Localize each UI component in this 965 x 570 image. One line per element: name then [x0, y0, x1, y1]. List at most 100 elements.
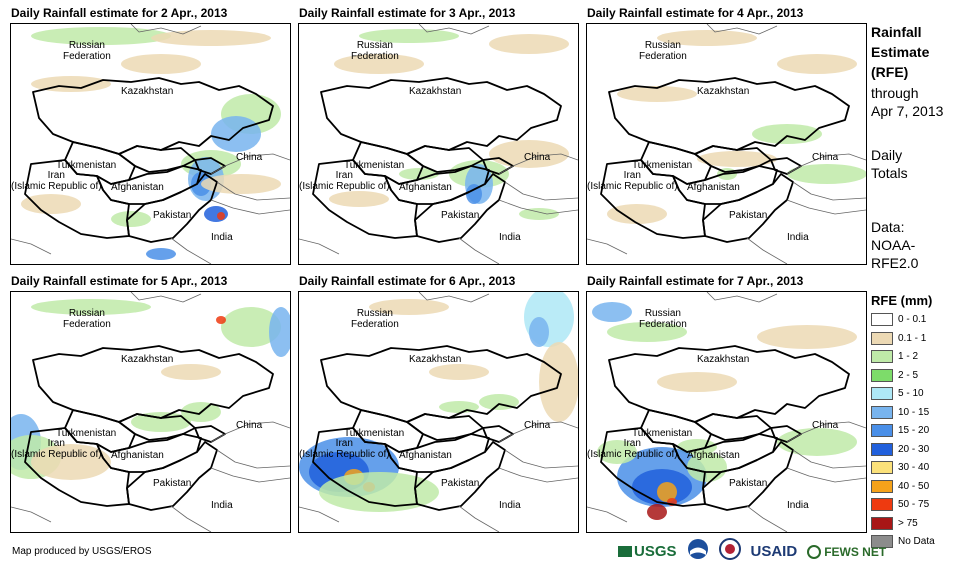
country-label-pakistan: Pakistan	[729, 210, 768, 221]
rainfall-map	[299, 24, 578, 264]
country-label-turkmenistan: Turkmenistan	[56, 428, 117, 439]
country-label-india: India	[499, 500, 521, 511]
country-label-russia: Russian Federation	[639, 40, 687, 62]
country-border	[706, 24, 778, 35]
country-label-russia: Russian Federation	[63, 40, 111, 62]
country-border	[786, 421, 866, 483]
country-border	[312, 427, 418, 507]
country-label-turkmenistan: Turkmenistan	[632, 160, 693, 171]
country-border	[210, 153, 290, 215]
legend-item: No Data	[871, 534, 935, 549]
credit-text: Map produced by USGS/EROS	[12, 546, 152, 557]
rain-area	[777, 428, 857, 456]
rain-area	[146, 248, 176, 260]
rain-area	[121, 54, 201, 74]
country-label-afghanistan: Afghanistan	[399, 182, 452, 193]
country-label-russia: Russian Federation	[63, 308, 111, 330]
legend-item: 1 - 2	[871, 349, 918, 364]
rain-area	[529, 317, 549, 347]
country-border	[210, 421, 290, 483]
country-label-pakistan: Pakistan	[441, 478, 480, 489]
country-label-russia: Russian Federation	[351, 308, 399, 330]
country-label-china: China	[812, 152, 839, 163]
map-panel: Russian Federation Kazakhstan Turkmenistan…	[298, 23, 579, 265]
rain-area	[617, 86, 697, 102]
rain-area	[607, 204, 667, 224]
legend-swatch	[871, 498, 893, 511]
dhs-seal-logo	[718, 538, 741, 565]
country-border	[702, 173, 794, 243]
country-label-iran: Iran (Islamic Republic of)	[11, 170, 102, 192]
country-label-kazakhstan: Kazakhstan	[697, 86, 750, 97]
legend-label: 0.1 - 1	[898, 332, 927, 344]
rain-area	[657, 30, 757, 46]
country-label-kazakhstan: Kazakhstan	[121, 354, 174, 365]
rain-area	[161, 364, 221, 380]
country-label-iran: Iran (Islamic Republic of)	[587, 438, 678, 460]
country-border	[702, 441, 794, 511]
country-border	[694, 145, 772, 173]
country-label-china: China	[812, 420, 839, 431]
map-panel: Russian Federation Kazakhstan Turkmenistan…	[10, 291, 291, 533]
country-label-kazakhstan: Kazakhstan	[409, 86, 462, 97]
country-border	[24, 427, 130, 507]
country-label-turkmenistan: Turkmenistan	[344, 160, 405, 171]
country-label-india: India	[499, 232, 521, 243]
country-label-afghanistan: Afghanistan	[111, 450, 164, 461]
map-panel: Russian Federation Kazakhstan Turkmenistan…	[586, 23, 867, 265]
rain-area	[466, 184, 482, 204]
country-border	[299, 505, 500, 532]
rain-area	[369, 299, 449, 315]
country-border	[414, 441, 506, 511]
country-border	[118, 145, 196, 173]
rain-area	[31, 444, 111, 480]
country-label-china: China	[236, 152, 263, 163]
country-label-kazakhstan: Kazakhstan	[409, 354, 462, 365]
legend-item: 40 - 50	[871, 479, 929, 494]
rain-area	[787, 164, 866, 184]
legend-swatch	[871, 350, 893, 363]
legend-swatch	[871, 535, 893, 548]
country-border	[194, 425, 226, 443]
country-border	[498, 153, 578, 215]
rain-area	[31, 299, 151, 315]
country-label-iran: Iran (Islamic Republic of)	[11, 438, 102, 460]
country-border	[414, 173, 506, 243]
country-label-india: India	[211, 500, 233, 511]
rain-area	[319, 472, 439, 512]
country-label-afghanistan: Afghanistan	[111, 182, 164, 193]
legend-label: No Data	[898, 536, 935, 547]
map-panel: Russian Federation Kazakhstan Turkmenistan…	[586, 291, 867, 533]
rain-area	[647, 504, 667, 520]
country-border	[130, 292, 202, 303]
country-label-iran: Iran (Islamic Republic of)	[299, 170, 390, 192]
country-border	[587, 505, 788, 532]
usaid-logo: USAID	[750, 543, 798, 560]
country-border	[406, 145, 484, 173]
country-label-iran: Iran (Islamic Republic of)	[587, 170, 678, 192]
legend-label: 1 - 2	[898, 351, 919, 362]
country-label-afghanistan: Afghanistan	[399, 450, 452, 461]
legend-swatch	[871, 479, 893, 493]
country-border	[694, 413, 772, 441]
rain-area	[334, 54, 424, 74]
panel-title: Daily Rainfall estimate for 5 Apr., 2013	[11, 274, 228, 288]
rain-area	[489, 140, 569, 168]
rain-area	[201, 174, 281, 194]
rain-area	[657, 482, 677, 502]
rain-area	[597, 440, 637, 464]
panel-title: Daily Rainfall estimate for 4 Apr., 2013	[587, 6, 804, 20]
country-label-turkmenistan: Turkmenistan	[344, 428, 405, 439]
country-label-pakistan: Pakistan	[153, 478, 192, 489]
legend-swatch	[871, 331, 893, 345]
panel-title: Daily Rainfall estimate for 6 Apr., 2013	[299, 274, 516, 288]
country-border	[498, 421, 578, 483]
rain-area	[329, 191, 389, 207]
rain-area	[697, 151, 777, 167]
side-through-date: through Apr 7, 2013	[871, 85, 944, 119]
country-label-pakistan: Pakistan	[153, 210, 192, 221]
noaa-logo	[687, 538, 709, 565]
legend-swatch	[871, 405, 893, 419]
rain-area	[111, 211, 151, 227]
country-label-turkmenistan: Turkmenistan	[56, 160, 117, 171]
